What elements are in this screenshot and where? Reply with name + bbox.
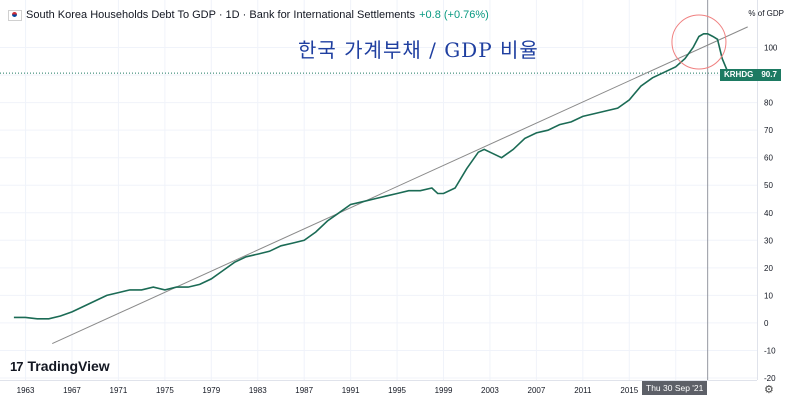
y-tick-label: 60 — [764, 154, 773, 163]
chart-annotation-text[interactable]: 한국 가계부채 / GDP 비율 — [298, 38, 539, 62]
brand-name: TradingView — [27, 358, 110, 374]
trend-line[interactable] — [52, 26, 748, 345]
y-tick-label: 30 — [764, 236, 773, 245]
series-line — [13, 32, 735, 320]
y-tick-label: 0 — [764, 319, 769, 328]
currency-label[interactable]: % of GDP — [748, 9, 784, 18]
price-axis[interactable]: 1009080706050403020100-10-20 — [764, 44, 778, 383]
x-tick-label: 1963 — [17, 386, 35, 395]
y-tick-label: 20 — [764, 264, 773, 273]
x-tick-label: 1967 — [63, 386, 81, 395]
x-tick-label: 1975 — [156, 386, 174, 395]
x-tick-label: 2007 — [528, 386, 546, 395]
x-tick-label: 2011 — [574, 386, 592, 395]
y-tick-label: 40 — [764, 209, 773, 218]
y-tick-label: -20 — [764, 374, 776, 383]
x-tick-label: 1995 — [388, 386, 406, 395]
x-tick-label: 1979 — [202, 386, 220, 395]
x-tick-label: 2015 — [620, 386, 638, 395]
last-value-tag: KRHDG 90.7 — [720, 69, 781, 81]
tradingview-logo[interactable]: 17 TradingView — [10, 358, 110, 374]
chart-header: South Korea Households Debt To GDP · 1D … — [8, 6, 489, 24]
south-korea-flag-icon — [8, 9, 22, 21]
x-tick-label: 1987 — [295, 386, 313, 395]
symbol-label: KRHDG — [724, 70, 754, 79]
price-change: +0.8 (+0.76%) — [419, 9, 489, 21]
x-tick-label: 1971 — [110, 386, 128, 395]
y-tick-label: 10 — [764, 291, 773, 300]
x-tick-label: 1999 — [435, 386, 453, 395]
gear-icon[interactable]: ⚙ — [764, 384, 774, 396]
y-tick-label: 50 — [764, 181, 773, 190]
x-tick-label: 2003 — [481, 386, 499, 395]
x-tick-label: 1991 — [342, 386, 360, 395]
y-tick-label: 80 — [764, 99, 773, 108]
highlight-circle[interactable] — [671, 14, 727, 70]
y-tick-label: -10 — [764, 346, 776, 355]
x-tick-label: 1983 — [249, 386, 267, 395]
y-tick-label: 70 — [764, 126, 773, 135]
last-value: 90.7 — [761, 70, 777, 79]
time-axis[interactable]: 1963 1967 1971 1975 1979 1983 1987 1991 1995 1999… — [17, 386, 681, 395]
tradingview-logo-icon: 17 — [10, 358, 24, 374]
chart-title: South Korea Households Debt To GDP · 1D … — [26, 9, 416, 21]
crosshair-date-label: Thu 30 Sep '21 — [642, 381, 708, 395]
y-tick-label: 100 — [764, 44, 778, 53]
